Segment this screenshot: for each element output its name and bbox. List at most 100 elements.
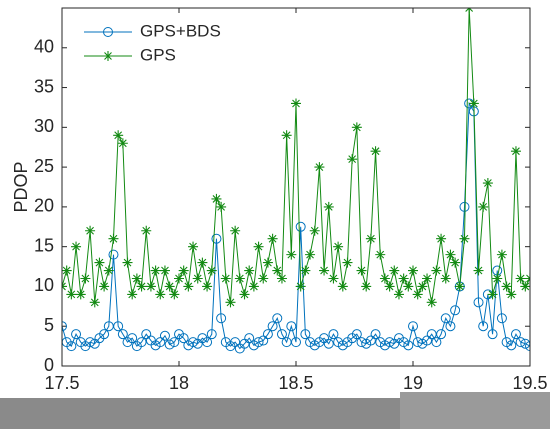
data-point <box>108 249 119 260</box>
data-point <box>169 289 180 300</box>
data-point <box>487 289 498 300</box>
data-point <box>365 335 376 346</box>
data-point <box>520 281 530 292</box>
data-point <box>150 265 161 276</box>
data-point <box>206 265 217 276</box>
data-point <box>426 297 437 308</box>
data-point <box>333 241 344 252</box>
data-point <box>127 333 138 344</box>
overlay-band <box>400 392 550 429</box>
data-point <box>197 257 208 268</box>
data-point <box>328 329 339 340</box>
data-point <box>389 265 400 276</box>
data-point <box>478 321 489 332</box>
marker <box>103 51 113 61</box>
y-tick-label: 5 <box>44 315 54 335</box>
data-point <box>216 313 227 324</box>
x-tick-label: 17.5 <box>44 373 79 393</box>
data-point <box>450 305 461 316</box>
data-point <box>342 257 353 268</box>
data-point <box>408 265 418 276</box>
data-point <box>412 289 423 300</box>
data-point <box>244 265 255 276</box>
data-point <box>103 265 114 276</box>
data-point <box>323 201 334 212</box>
data-point <box>501 281 512 292</box>
data-point <box>94 257 105 268</box>
data-point <box>482 178 493 189</box>
data-point <box>525 341 530 352</box>
marker <box>103 27 113 37</box>
data-point <box>131 273 142 284</box>
data-point <box>309 225 320 236</box>
data-point <box>80 273 91 284</box>
data-point <box>492 273 503 284</box>
data-point <box>417 281 428 292</box>
data-point <box>136 281 147 292</box>
data-point <box>220 273 231 284</box>
data-point <box>117 138 128 149</box>
data-point <box>248 281 259 292</box>
series-line <box>62 101 530 350</box>
data-point <box>370 329 381 340</box>
data-point <box>515 273 526 284</box>
data-point <box>412 337 423 348</box>
data-point <box>300 265 311 276</box>
data-point <box>164 339 175 350</box>
data-point <box>174 273 184 284</box>
x-tick-label: 19 <box>403 373 423 393</box>
data-point <box>99 281 110 292</box>
data-point <box>393 289 404 300</box>
y-tick-label: 0 <box>44 355 54 375</box>
data-point <box>379 273 390 284</box>
data-point <box>211 233 222 244</box>
data-point <box>515 337 526 348</box>
data-point <box>244 333 255 344</box>
y-tick-label: 30 <box>34 116 54 136</box>
data-point <box>211 193 222 204</box>
data-point <box>398 273 409 284</box>
data-point <box>117 329 128 340</box>
data-point <box>422 273 433 284</box>
data-point <box>262 329 273 340</box>
data-point <box>230 225 241 236</box>
data-point <box>506 340 517 351</box>
data-point <box>323 338 334 349</box>
data-point <box>155 289 166 300</box>
data-point <box>258 335 269 346</box>
data-point <box>99 329 110 340</box>
data-point <box>66 289 77 300</box>
data-point <box>272 313 283 324</box>
data-point <box>89 297 100 308</box>
series-line <box>62 8 530 303</box>
data-point <box>62 265 72 276</box>
data-point <box>178 265 189 276</box>
data-point <box>178 333 189 344</box>
data-point <box>183 281 194 292</box>
data-point <box>188 241 199 252</box>
data-point <box>356 337 367 348</box>
data-point <box>159 330 170 341</box>
data-point <box>267 233 278 244</box>
data-point <box>155 337 166 348</box>
data-point <box>108 233 119 244</box>
data-point <box>295 221 306 232</box>
data-point <box>459 233 470 244</box>
data-point <box>468 98 479 109</box>
data-point <box>169 337 180 348</box>
data-point <box>122 257 133 268</box>
data-point <box>141 225 152 236</box>
y-tick-label: 15 <box>34 235 54 255</box>
data-point <box>314 162 325 173</box>
data-point <box>351 329 362 340</box>
data-point <box>239 289 250 300</box>
data-point <box>127 289 138 300</box>
data-point <box>262 257 273 268</box>
data-point <box>375 249 386 260</box>
data-point <box>192 273 203 284</box>
y-tick-label: 20 <box>34 196 54 216</box>
data-point <box>71 329 82 340</box>
data-point <box>230 337 241 348</box>
data-point <box>234 273 245 284</box>
x-tick-label: 18.5 <box>278 373 313 393</box>
